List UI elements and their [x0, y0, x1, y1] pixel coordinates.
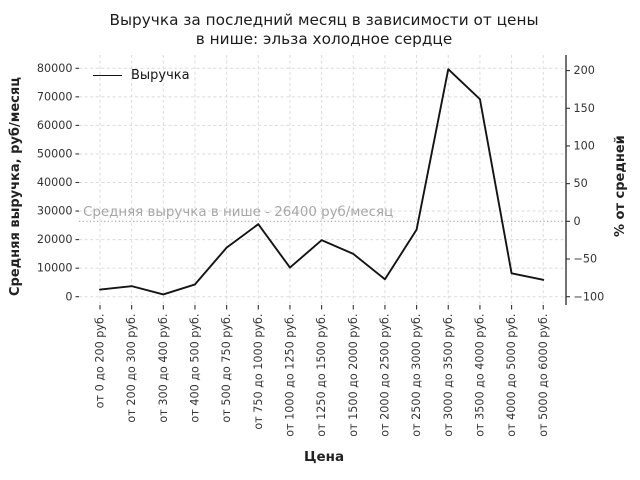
y-left-tick-label: 30000 — [37, 205, 73, 218]
y-right-tick-label: 50 — [574, 177, 588, 190]
x-tick-label: от 5000 до 6000 руб. — [537, 314, 550, 437]
x-tick-label: от 200 до 300 руб. — [125, 314, 138, 423]
y-axis-left-label: Средняя выручка, руб/месяц — [8, 77, 23, 296]
y-right-tick-label: 200 — [574, 64, 595, 77]
y-left-tick-label: 0 — [65, 290, 72, 303]
y-left-tick-label: 10000 — [37, 262, 73, 275]
y-right-tick-label: 0 — [574, 215, 581, 228]
x-tick-label: от 750 до 1000 руб. — [252, 314, 265, 430]
x-axis-label: Цена — [303, 449, 345, 465]
x-tick-label: от 3000 до 3500 руб. — [442, 314, 455, 437]
x-tick-label: от 1250 до 1500 руб. — [315, 314, 328, 437]
revenue-line — [99, 68, 545, 296]
x-tick-label: от 300 до 400 руб. — [157, 314, 170, 423]
legend-label: Выручка — [131, 68, 190, 83]
x-tick-label: от 2000 до 2500 руб. — [379, 314, 392, 437]
y-left-tick-label: 50000 — [37, 148, 73, 161]
y-right-tick-label: 100 — [574, 140, 595, 153]
mean-revenue-annotation: Средняя выручка в нише - 26400 руб/месяц — [83, 205, 394, 220]
x-tick-label: от 0 до 200 руб. — [94, 314, 107, 409]
y-right-tick-label: −100 — [574, 290, 605, 303]
y-left-tick-label: 20000 — [37, 233, 73, 246]
y-left-tick-label: 40000 — [37, 176, 73, 189]
x-tick-label: от 2500 до 3000 руб. — [410, 313, 423, 436]
y-left-tick-label: 70000 — [37, 90, 73, 103]
legend-line-sample-icon — [93, 75, 122, 76]
y-right-tick-label: 150 — [574, 102, 595, 115]
y-right-tick-label: −50 — [574, 253, 598, 266]
x-tick-label: от 400 до 500 руб. — [189, 314, 202, 423]
chart-title: Выручка за последний месяц в зависимости… — [9, 11, 639, 48]
x-tick-label: от 1500 до 2000 руб. — [347, 314, 360, 437]
x-tick-label: от 4000 до 5000 руб. — [505, 313, 518, 436]
y-axis-right-label: % от средней — [613, 135, 628, 237]
y-left-tick-label: 80000 — [37, 62, 73, 75]
y-left-tick-label: 60000 — [37, 119, 73, 132]
x-tick-label: от 3500 до 4000 руб. — [474, 314, 487, 437]
legend: Выручка — [93, 68, 190, 83]
x-tick-label: от 1000 до 1250 руб. — [284, 314, 297, 437]
chart-title-line-1: Выручка за последний месяц в зависимости… — [109, 11, 539, 29]
chart-title-line-2: в нише: эльза холодное сердце — [195, 29, 453, 48]
x-tick-label: от 500 до 750 руб. — [220, 314, 233, 423]
